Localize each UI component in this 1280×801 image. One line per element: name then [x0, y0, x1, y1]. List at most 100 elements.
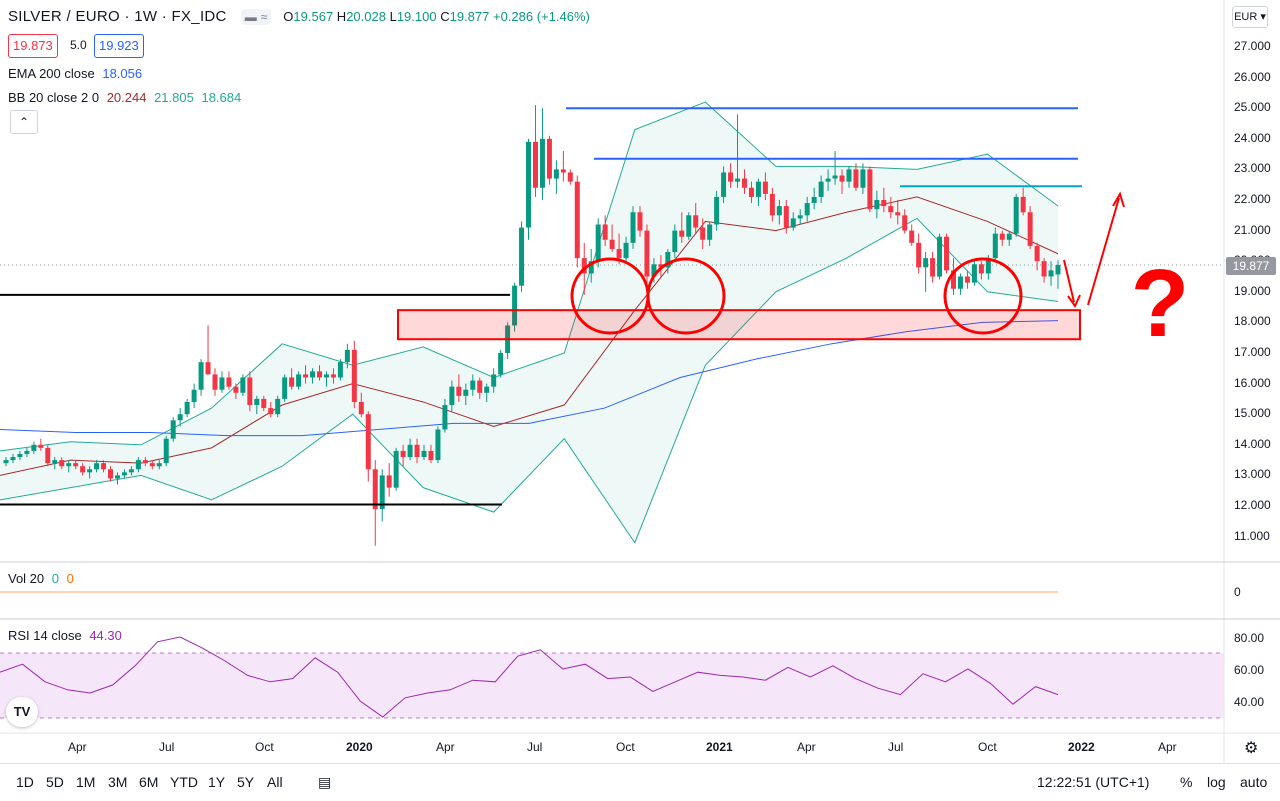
- candle: [212, 368, 218, 396]
- time-axis-label: Jul: [888, 740, 904, 754]
- candle: [198, 359, 204, 396]
- open-key: O: [283, 9, 294, 24]
- question-mark-text: ?: [1131, 250, 1190, 357]
- rsi-axis-label-60: 60.00: [1234, 663, 1265, 677]
- candle: [923, 252, 929, 292]
- candle-body: [888, 206, 894, 213]
- candle: [108, 466, 114, 482]
- candle-body: [1041, 261, 1047, 277]
- candle-body: [839, 175, 845, 182]
- candle: [31, 441, 37, 454]
- range-all[interactable]: All: [267, 774, 283, 790]
- price-axis-label: 14.000: [1234, 436, 1271, 451]
- date-range-icon[interactable]: ▤: [318, 774, 332, 790]
- candle: [881, 187, 887, 213]
- range-1d[interactable]: 1D: [16, 774, 34, 790]
- candle: [853, 163, 859, 191]
- price-axis-label: 12.000: [1234, 498, 1271, 512]
- candle: [930, 252, 936, 283]
- bid-button[interactable]: 19.873: [8, 34, 58, 58]
- clock-time[interactable]: 12:22:51 (UTC+1): [1037, 774, 1150, 790]
- candle-body: [860, 169, 866, 188]
- candle: [59, 457, 65, 470]
- candle-body: [282, 377, 288, 399]
- chevron-down-icon: ▾: [1260, 11, 1266, 23]
- candle: [1041, 258, 1047, 283]
- candle-body: [491, 374, 497, 387]
- log-toggle[interactable]: log: [1207, 774, 1226, 790]
- candle-body: [114, 475, 120, 479]
- candle-body: [721, 172, 727, 197]
- volume-legend[interactable]: Vol 20 0 0: [8, 571, 74, 586]
- candle-body: [317, 371, 323, 378]
- candle: [3, 457, 9, 467]
- candle-body: [567, 172, 573, 182]
- drawings[interactable]: ?: [0, 107, 1190, 506]
- rsi-legend[interactable]: RSI 14 close 44.30: [8, 628, 122, 643]
- candle-body: [400, 450, 406, 458]
- candle-body: [992, 233, 998, 259]
- price-axis-label: 16.000: [1234, 375, 1271, 390]
- candle-body: [205, 362, 211, 375]
- candle-body: [581, 258, 587, 274]
- ema-value: 18.056: [102, 66, 143, 81]
- symbol-header[interactable]: SILVER / EURO · 1W · FX_IDC ▬ ≈ O19.567 H…: [8, 8, 590, 25]
- bb-legend[interactable]: BB 20 close 2 0 20.244 21.805 18.684: [8, 90, 241, 105]
- candle: [386, 463, 392, 497]
- currency-button[interactable]: EUR ▾: [1232, 6, 1268, 28]
- gear-icon[interactable]: ⚙: [1244, 740, 1259, 757]
- compare-icon: ≈: [260, 9, 268, 24]
- candle: [317, 365, 323, 381]
- candle: [80, 463, 86, 476]
- range-ytd[interactable]: YTD: [170, 774, 198, 790]
- vol-ma-value: 0: [66, 571, 74, 586]
- time-axis-label: Jul: [527, 740, 543, 754]
- range-5d[interactable]: 5D: [46, 774, 64, 790]
- candle: [546, 135, 552, 185]
- candle-body: [372, 469, 378, 510]
- price-axis-label: 27.000: [1234, 39, 1271, 53]
- highlight-circle-2: [646, 257, 726, 335]
- candle-body: [184, 401, 190, 415]
- candle-body: [539, 138, 545, 188]
- range-1m[interactable]: 1M: [76, 774, 96, 790]
- vol-label: Vol 20: [8, 571, 45, 586]
- candle-body: [881, 200, 887, 207]
- candle: [539, 108, 545, 200]
- visibility-toggle[interactable]: ▬ ≈: [240, 8, 272, 25]
- candle-body: [846, 169, 852, 182]
- symbol-title[interactable]: SILVER / EURO · 1W · FX_IDC: [8, 8, 227, 25]
- candle-body: [121, 472, 127, 476]
- candle-body: [149, 463, 155, 467]
- collapse-legend-button[interactable]: ⌃: [10, 110, 38, 134]
- candle-body: [484, 386, 490, 393]
- chevron-up-icon: ⌃: [18, 115, 30, 129]
- tradingview-logo[interactable]: TV: [6, 697, 38, 727]
- candle: [219, 371, 225, 393]
- ema-200-line: [0, 320, 1059, 437]
- candle-body: [477, 380, 483, 393]
- candle-body: [700, 227, 706, 240]
- currency-label: EUR: [1234, 11, 1258, 23]
- candle-body: [971, 264, 977, 283]
- candle: [456, 374, 462, 402]
- percent-toggle[interactable]: %: [1180, 774, 1193, 790]
- range-6m[interactable]: 6M: [139, 774, 159, 790]
- candle: [686, 212, 692, 240]
- ask-button[interactable]: 19.923: [94, 34, 144, 58]
- candle: [644, 224, 650, 286]
- auto-toggle[interactable]: auto: [1240, 774, 1268, 790]
- candle: [512, 282, 518, 332]
- low-key: L: [389, 9, 397, 24]
- range-1y[interactable]: 1Y: [208, 774, 226, 790]
- candle: [484, 383, 490, 402]
- price-chart[interactable]: ?: [0, 0, 1280, 763]
- range-3m[interactable]: 3M: [108, 774, 128, 790]
- range-5y[interactable]: 5Y: [237, 774, 255, 790]
- candle: [275, 395, 281, 418]
- candle-body: [560, 169, 566, 173]
- bb-upper-value: 21.805: [154, 90, 194, 105]
- candle: [888, 196, 894, 219]
- candle-body: [17, 453, 23, 458]
- ema-legend[interactable]: EMA 200 close 18.056: [8, 66, 142, 81]
